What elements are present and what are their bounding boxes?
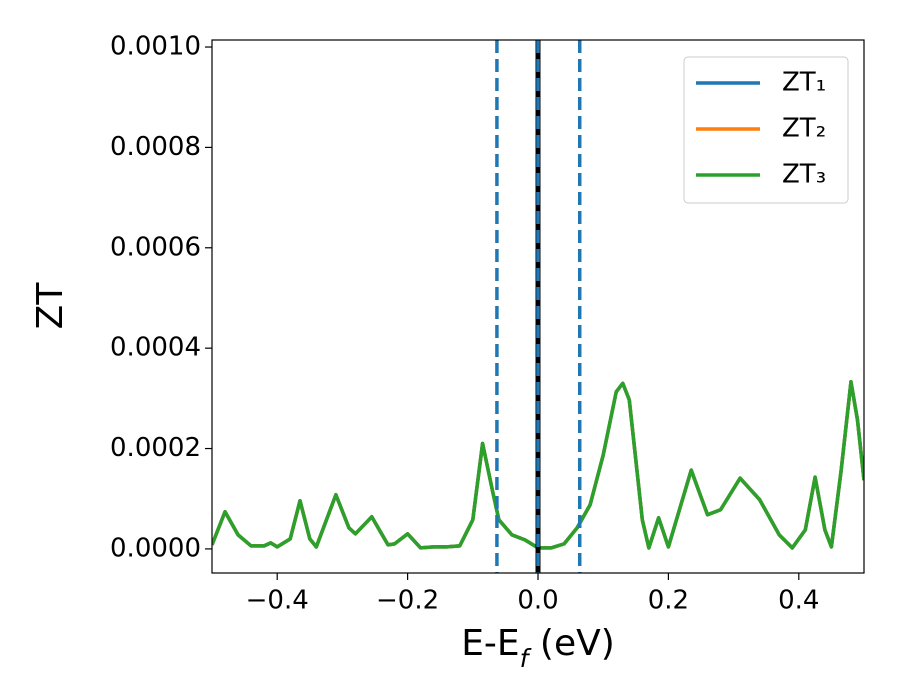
y-tick-label: 0.0006 <box>110 232 201 262</box>
y-tick-label: 0.0002 <box>110 433 201 463</box>
legend-label: ZT₃ <box>782 160 826 190</box>
y-axis-label: ZT <box>30 282 71 330</box>
series-line <box>212 380 864 550</box>
plot-frame <box>211 39 865 574</box>
x-label-main: E-E <box>461 623 519 664</box>
x-axis-label: E-Ef (eV) <box>461 623 615 673</box>
x-label-rest: (eV) <box>528 623 614 664</box>
legend-label: ZT₂ <box>782 114 826 144</box>
y-tick-label: 0.0010 <box>110 32 201 62</box>
legend-label: ZT₁ <box>782 68 826 98</box>
x-tick-label: −0.4 <box>246 586 309 616</box>
legend-box <box>683 56 849 204</box>
y-tick-label: 0.0008 <box>110 132 201 162</box>
x-tick-label: 0.2 <box>648 586 689 616</box>
x-tick-label: −0.2 <box>376 586 439 616</box>
y-tick-label: 0.0000 <box>110 533 201 563</box>
x-tick-label: 0.0 <box>517 586 558 616</box>
plot-area <box>212 40 864 573</box>
y-tick-label: 0.0004 <box>110 333 201 363</box>
x-tick-label: 0.4 <box>778 586 819 616</box>
